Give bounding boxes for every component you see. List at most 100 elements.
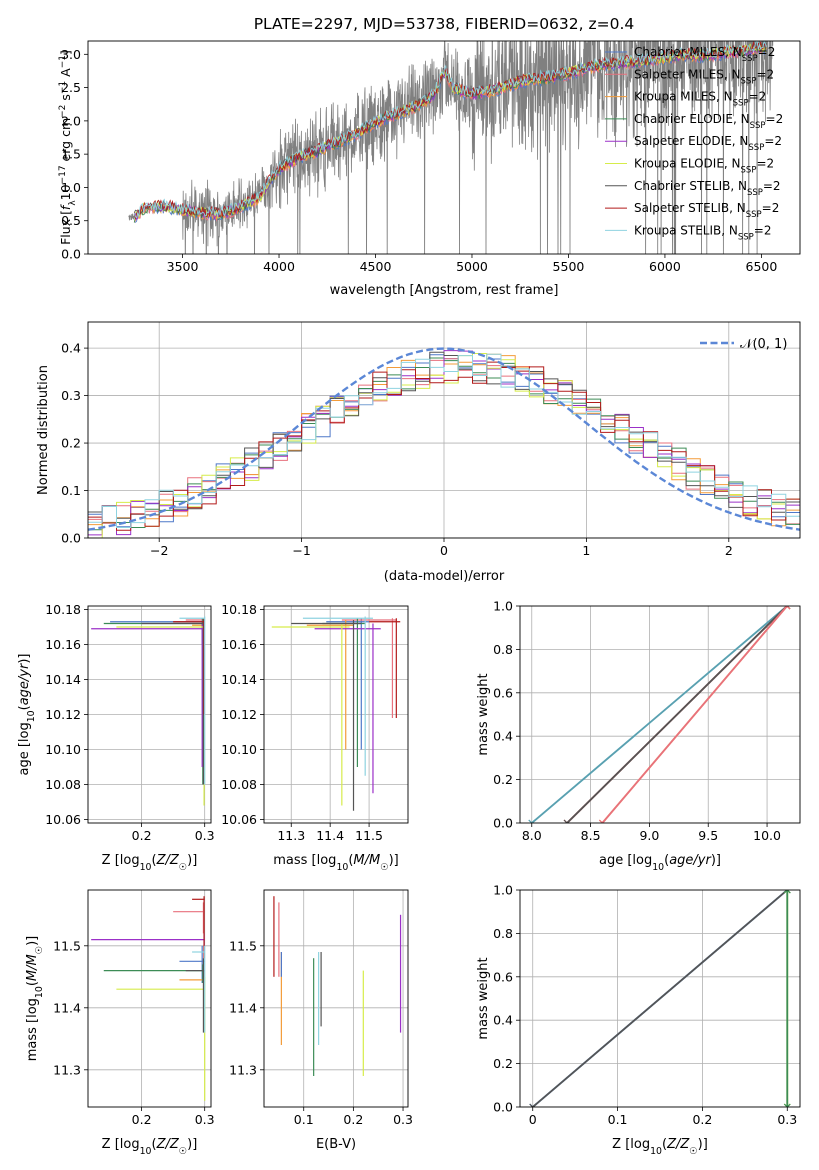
x-tick-label: −1 [292,543,310,558]
label-part: A [58,68,73,81]
label-part: 10 [140,862,152,873]
y-tick-label: 3.0 [61,47,81,62]
legend-label-sub: SSP [733,99,749,109]
panel-mass-weight-vs-Z: 0 0.1 0.2 0.3 0.0 0.2 0.4 0.6 0.8 1.0 Z [log10(Z/Z… [476,883,801,1157]
legend-label-main: Chabrier STELIB, N [634,179,747,193]
x-tick-label: 6000 [649,259,681,274]
x-tick-label: 8.0 [522,828,542,843]
y-tick-label: 2.5 [61,80,81,95]
y-tick-label: 0.4 [493,729,513,744]
x-axis-label: Z [log10(Z/Z☉)] [102,1137,198,1157]
mass-weight-line-6 [601,606,788,823]
x-tick-label: 0.1 [294,1112,314,1127]
panel-mass-weight-vs-age: 8.0 8.5 9.0 9.5 10.0 0.0 0.2 0.4 0.6 0.8 1.0 age [l… [476,599,801,873]
y-tick-label: 10.08 [221,777,257,792]
label-part: ] [58,50,73,55]
legend-label-suffix: =2 [754,223,772,237]
residual-histogram-9 [88,353,800,528]
y-tick-label: 0.8 [493,926,513,941]
legend-label-main: Kroupa ELODIE, N [634,157,741,171]
x-axis-label: E(B-V) [316,1137,356,1152]
y-tick-label: 11.5 [229,938,257,953]
label-part: )] [711,853,721,868]
label-part: s [58,94,73,105]
x-tick-label: 0.3 [195,828,215,843]
mass-weight-marker-4 [563,819,571,823]
legend-label-sub: SSP [741,166,757,176]
legend-label-sub: SSP [747,188,763,198]
y-tick-label: 0.5 [61,213,81,228]
y-tick-label: 0.6 [493,969,513,984]
label-part: f [58,204,73,210]
label-part: Z/Z [666,1137,690,1152]
label-part: )] [389,853,399,868]
plot-area-mass-vs-Z [88,890,211,1107]
legend-label-sub: SSP [746,210,762,220]
legend-label-3: Kroupa MILES, NSSP=2 [634,90,766,109]
y-tick-label: 0.2 [61,436,81,451]
axes-frame [87,40,801,255]
legend-label-suffix: =2 [763,179,781,193]
label-part: λ [68,200,78,206]
legend-label-6: Kroupa ELODIE, NSSP=2 [634,157,774,176]
legend-label-1: Chabrier MILES, NSSP=2 [634,45,775,64]
plot-area-age-vs-mass [264,606,408,823]
axes-frame [87,605,212,824]
y-tick-label: 0.2 [493,1056,513,1071]
mass-weight-line-2 [531,606,788,823]
label-part: ☉ [34,946,45,954]
plot-area-mass-weight-vs-age [520,606,800,823]
legend-label-2: Salpeter MILES, NSSP=2 [634,67,774,86]
figure-title: PLATE=2297, MJD=53738, FIBERID=0632, z=0… [254,15,635,33]
y-tick-label: 0.0 [493,1100,513,1115]
panel-spectrum: 3500 4000 4500 5000 5500 6000 6500 0.0 0.5 1.0 1.5… [58,40,801,298]
legend-label-suffix: =2 [756,157,774,171]
label-part: Flux [ [58,210,73,245]
label-part: 10 [140,1146,152,1157]
x-axis-label: wavelength [Angstrom, rest frame] [330,283,559,298]
plot-area-mass-vs-EBV [264,890,408,1107]
y-tick-label: 10.10 [45,742,81,757]
x-tick-label: 5500 [553,259,585,274]
x-axis-label: mass [log10(M/M☉)] [273,853,399,873]
y-tick-label: 0.0 [61,247,81,262]
y-tick-label: 10.18 [221,602,257,617]
axes-frame [519,605,801,824]
legend-label-main: Salpeter ELODIE, N [634,134,748,148]
x-tick-label: 3500 [167,259,199,274]
label-part: 10 [652,862,664,873]
label-part: )] [25,936,40,946]
mass-weight-marker-5 [783,1103,791,1107]
legend-label-sub: SSP [738,232,754,242]
legend-label-main: Kroupa STELIB, N [634,223,738,237]
label-part: Z/Z [156,853,180,868]
x-tick-label: 0.3 [195,1112,215,1127]
plot-area-residuals [88,322,800,538]
label-part: ( [152,1137,157,1152]
legend-label-main: Salpeter MILES, N [634,67,741,81]
x-tick-label: 11.5 [355,828,383,843]
label-part: mass [log [25,998,40,1061]
label-part: M/M [25,954,40,981]
legend-label-suffix: =2 [756,67,774,81]
x-tick-label: 11.3 [277,828,305,843]
x-tick-label: 0.2 [692,1112,712,1127]
y-tick-label: 0.1 [61,483,81,498]
mass-weight-marker-2 [528,819,536,823]
y-tick-label: 10.10 [221,742,257,757]
x-tick-label: 4000 [263,259,295,274]
legend-label-main: Chabrier MILES, N [634,45,742,59]
mass-weight-line-4 [566,606,788,823]
x-axis-label: (data-model)/error [384,569,505,584]
y-tick-label: 1.5 [61,147,81,162]
y-tick-label: 11.4 [53,1000,81,1015]
label-part: ( [25,981,40,986]
x-tick-label: 4500 [360,259,392,274]
label-part: ☉ [179,1146,187,1157]
y-axis-label: mass weight [476,673,491,755]
legend-label-sub: SSP [742,54,758,64]
x-tick-label: 11.4 [316,828,344,843]
label-part: 10 [650,1146,662,1157]
x-tick-label: −2 [150,543,168,558]
